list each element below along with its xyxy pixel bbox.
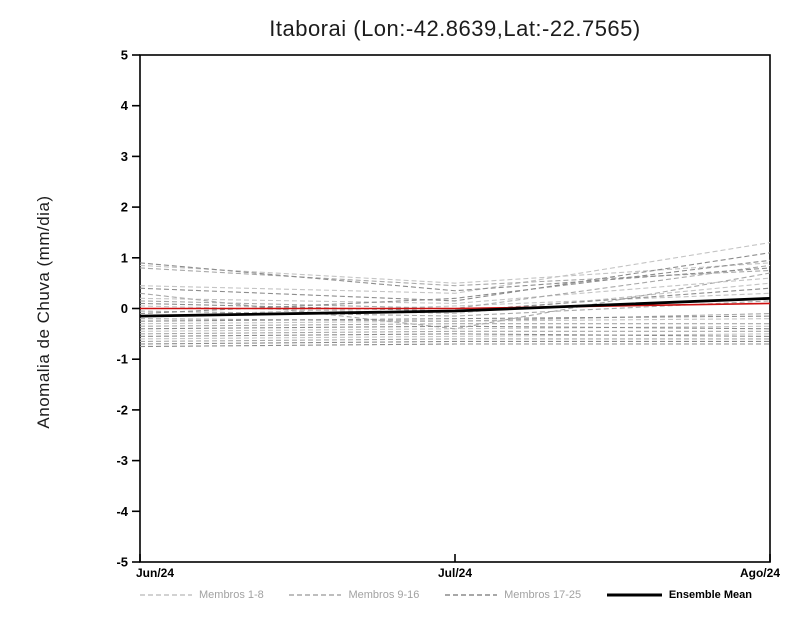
member-line	[139, 272, 771, 330]
legend-label: Membros 9-16	[348, 589, 420, 601]
legend-line-sample	[606, 593, 662, 597]
member-line	[139, 343, 770, 348]
y-tick-label: 4	[121, 98, 129, 113]
member-line	[139, 315, 771, 322]
ensemble-mean-line	[139, 296, 771, 318]
member-line	[139, 277, 771, 304]
x-tick-label: Ago/24	[740, 566, 780, 580]
legend-item-ensemble-mean: Ensemble Mean	[606, 589, 752, 601]
y-tick-label: -5	[116, 555, 128, 570]
member-line	[139, 252, 771, 302]
legend-item-membros-1-8: Membros 1-8	[140, 589, 264, 601]
member-line	[139, 267, 771, 287]
y-tick-label: 5	[121, 48, 128, 63]
x-tick-label: Jul/24	[438, 566, 472, 580]
y-tick-label: 1	[121, 250, 128, 265]
legend-label: Membros 17-25	[504, 589, 582, 601]
member-line	[139, 287, 771, 312]
reference-line	[140, 302, 771, 310]
legend-label: Ensemble Mean	[668, 589, 752, 601]
member-line	[139, 323, 770, 327]
y-tick-label: -2	[116, 402, 128, 417]
y-tick-label: 2	[121, 200, 128, 215]
member-line	[139, 333, 771, 337]
y-tick-label: -4	[116, 504, 128, 519]
legend-item-membros-9-16: Membros 9-16	[289, 589, 419, 601]
member-line	[139, 325, 771, 330]
member-line	[139, 313, 771, 322]
member-line	[139, 300, 771, 317]
member-line	[139, 338, 770, 343]
y-tick-label: -3	[116, 453, 128, 468]
member-line	[139, 262, 771, 292]
member-line	[139, 340, 770, 345]
member-line	[139, 262, 771, 284]
legend-line-sample	[289, 594, 342, 596]
chart-title: Itaborai (Lon:-42.8639,Lat:-22.7565)	[269, 16, 641, 41]
member-line	[139, 242, 771, 294]
legend-line-sample	[140, 594, 192, 596]
member-line	[139, 333, 771, 340]
y-tick-label: 0	[121, 301, 128, 316]
legend-item-membros-17-25: Membros 17-25	[445, 589, 581, 601]
y-tick-label: -1	[116, 352, 128, 367]
x-tick-label: Jun/24	[136, 566, 174, 580]
legend-label: Membros 1-8	[199, 589, 264, 601]
legend: Membros 1-8 Membros 9-16 Membros 17-25 E…	[140, 585, 752, 605]
member-line	[139, 330, 770, 335]
y-tick-label: 3	[121, 149, 128, 164]
legend-line-sample	[445, 594, 498, 596]
